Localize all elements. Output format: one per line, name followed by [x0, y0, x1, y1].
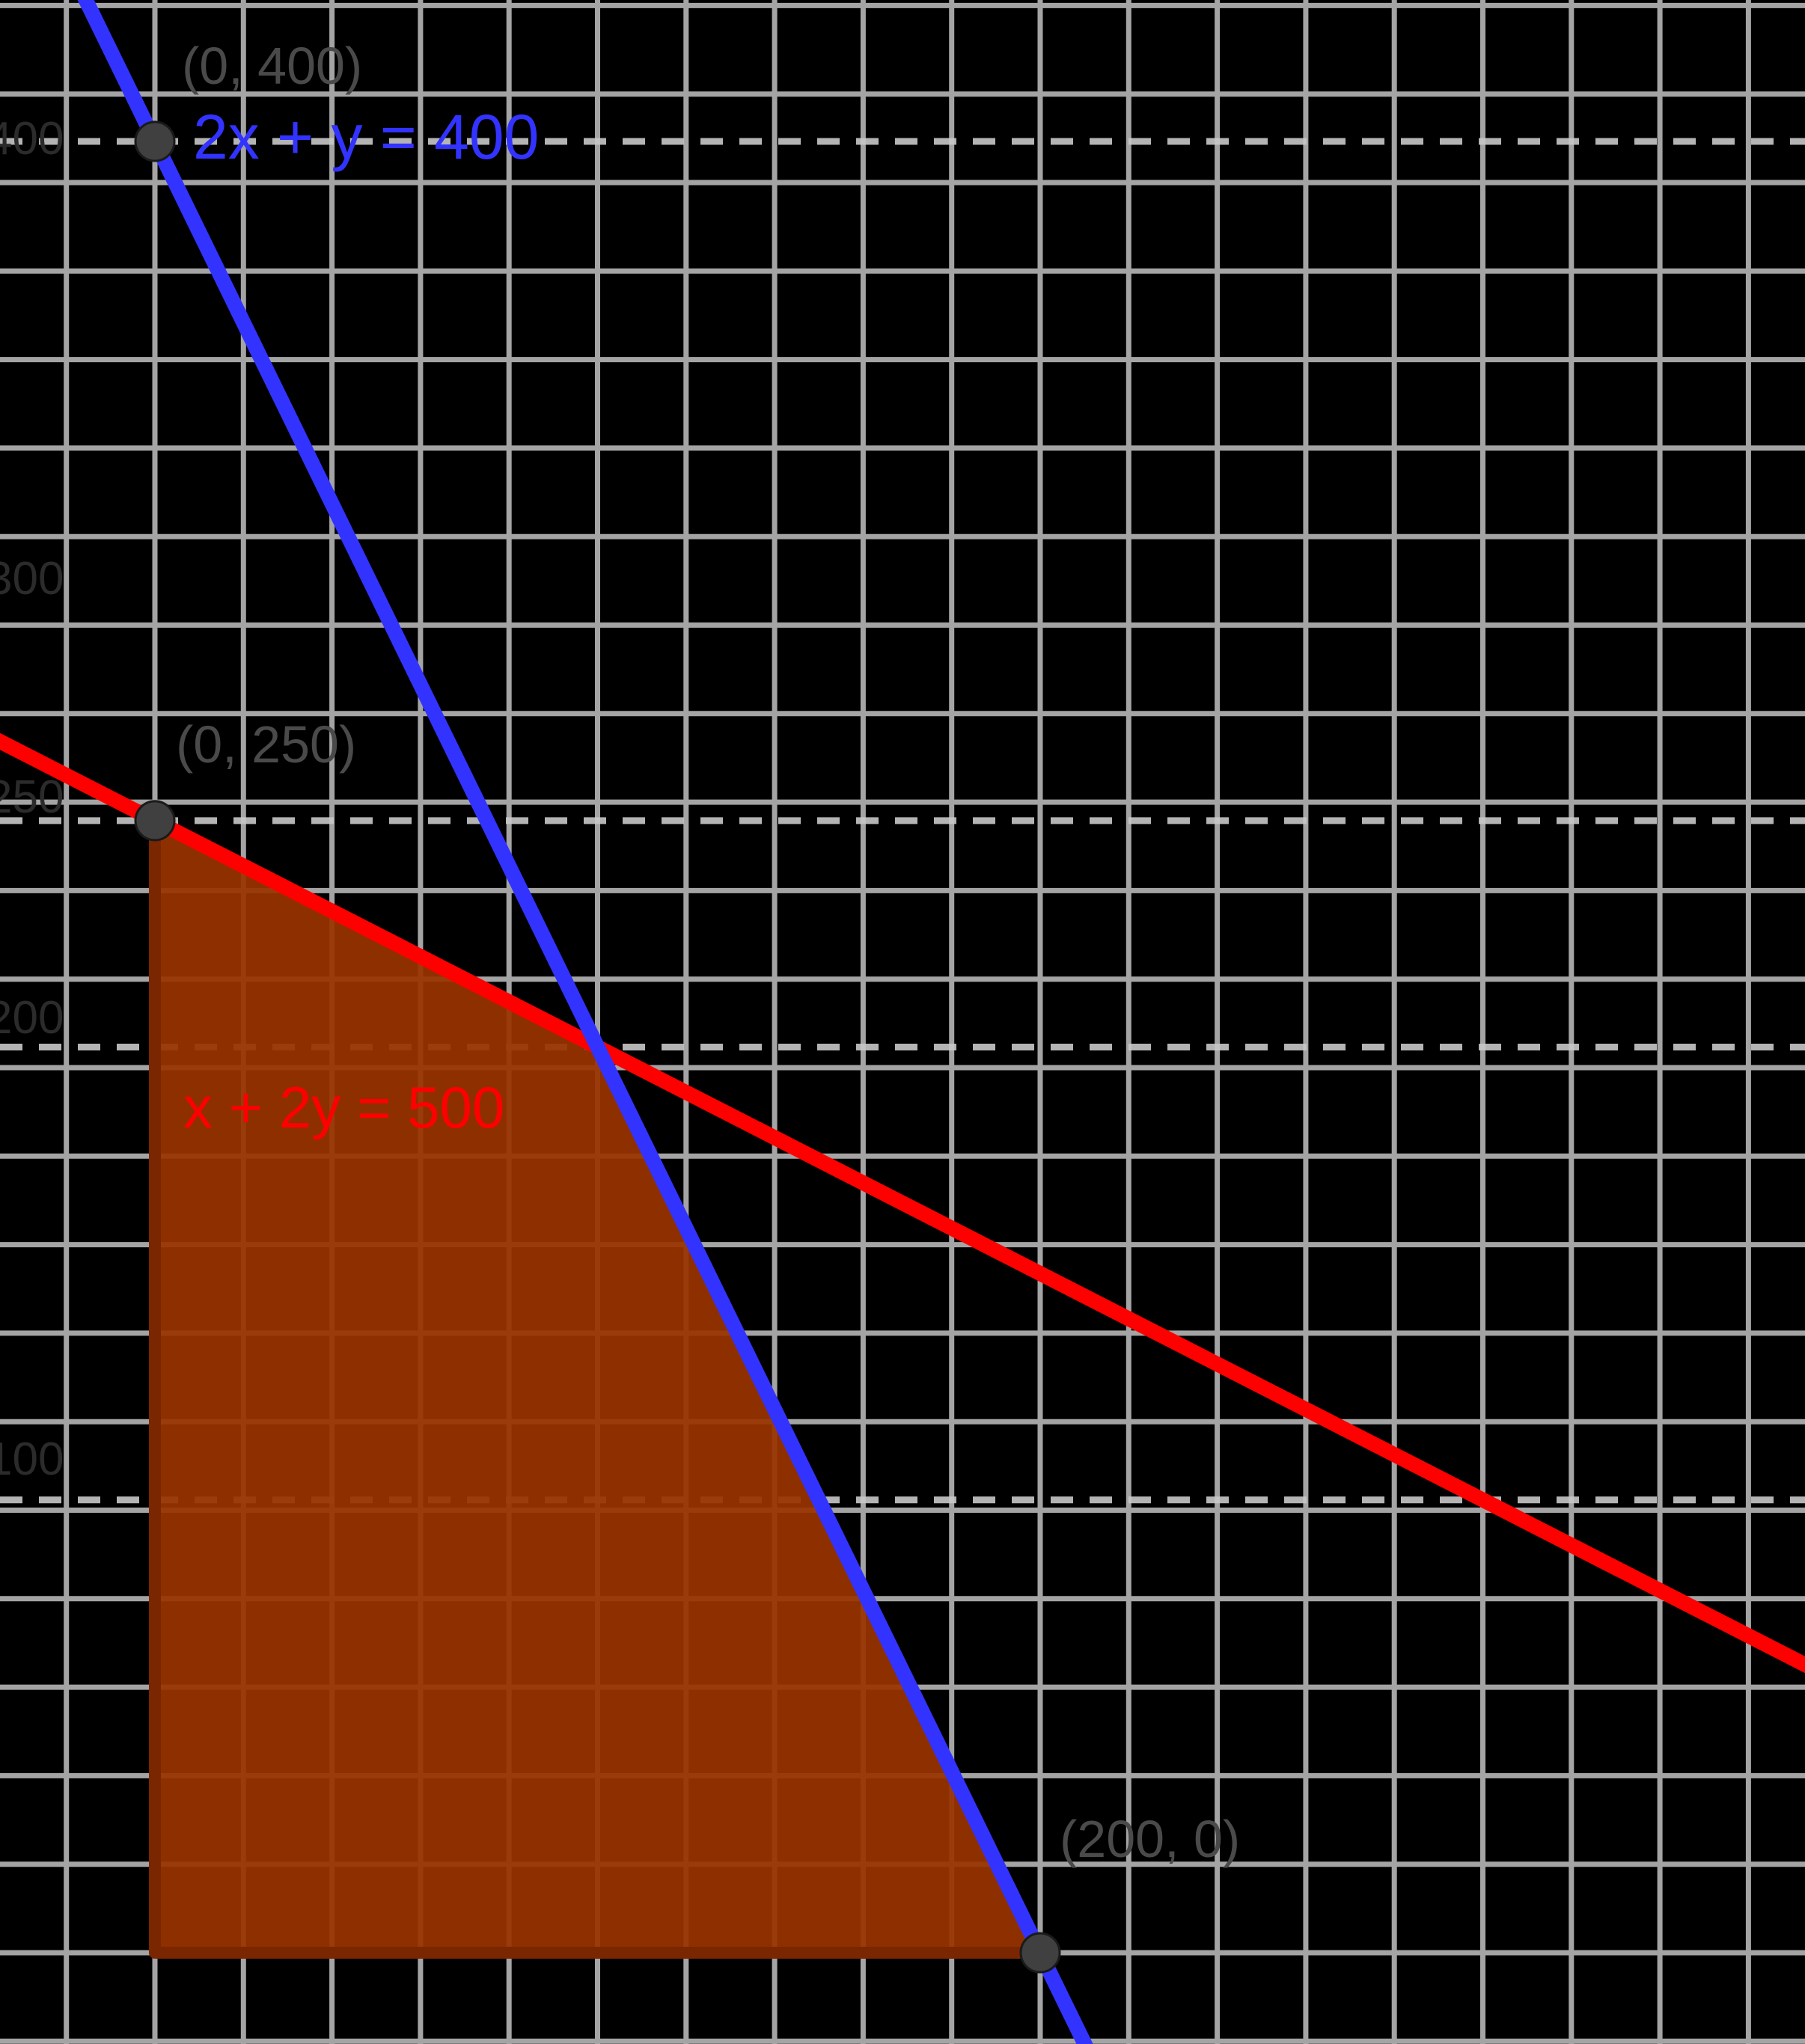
- dashed-guide-lines: [0, 138, 1805, 1504]
- vertex-markers: [134, 120, 1061, 1974]
